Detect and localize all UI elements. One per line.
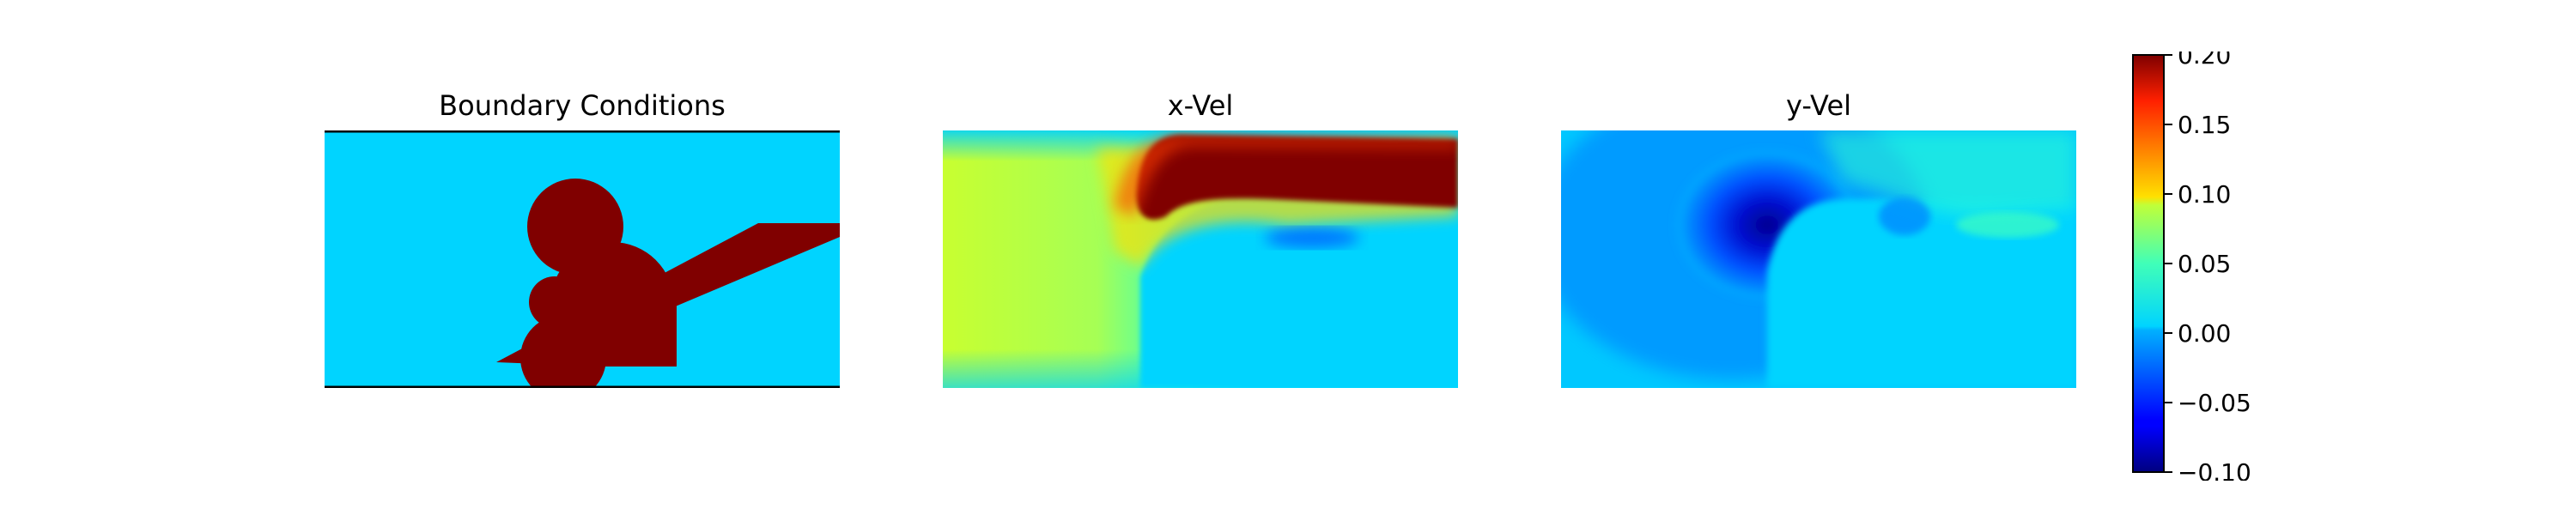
obstacle-circle-small [529, 276, 580, 328]
obstacle-top-cap [546, 194, 608, 220]
title-y-vel: y-Vel [1785, 89, 1852, 122]
colorbar-tick-label: 0.20 [2178, 52, 2231, 70]
x-vel-jet-halo [1115, 135, 1458, 216]
y-vel-obstacle-region [1767, 199, 2076, 388]
heatmap-y-vel [1561, 130, 2076, 388]
heatmap-x-vel [943, 130, 1458, 388]
colorbar-tick-label: −0.10 [2178, 458, 2251, 481]
colorbar-tick-label: −0.05 [2178, 389, 2251, 417]
y-vel-positive-right [1956, 212, 2059, 238]
title-x-vel: x-Vel [1167, 89, 1234, 122]
x-vel-negative-pocket [1265, 227, 1359, 248]
obstacle-fill [574, 281, 677, 367]
colorbar: 0.20 0.15 0.10 0.05 0.00 −0.05 −0.10 [2132, 52, 2251, 481]
y-vel-positive-region [1819, 130, 2076, 216]
obstacle-group [496, 179, 840, 388]
colorbar-tick-label: 0.10 [2178, 180, 2231, 209]
colorbar-gradient [2132, 54, 2165, 473]
x-vel-lower-right-region [1140, 199, 1458, 388]
colorbar-tick-label: 0.00 [2178, 319, 2231, 348]
heatmap-boundary-conditions [325, 130, 840, 388]
colorbar-tick-label: 0.15 [2178, 111, 2231, 139]
y-vel-small-pocket [1879, 197, 1930, 235]
colorbar-tick-label: 0.05 [2178, 250, 2231, 278]
colorbar-labels: 0.20 0.15 0.10 0.05 0.00 −0.05 −0.10 [2178, 52, 2251, 481]
title-boundary-conditions: Boundary Conditions [439, 89, 726, 122]
colorbar-ticks [2164, 54, 2172, 473]
x-vel-jet [1136, 135, 1458, 220]
